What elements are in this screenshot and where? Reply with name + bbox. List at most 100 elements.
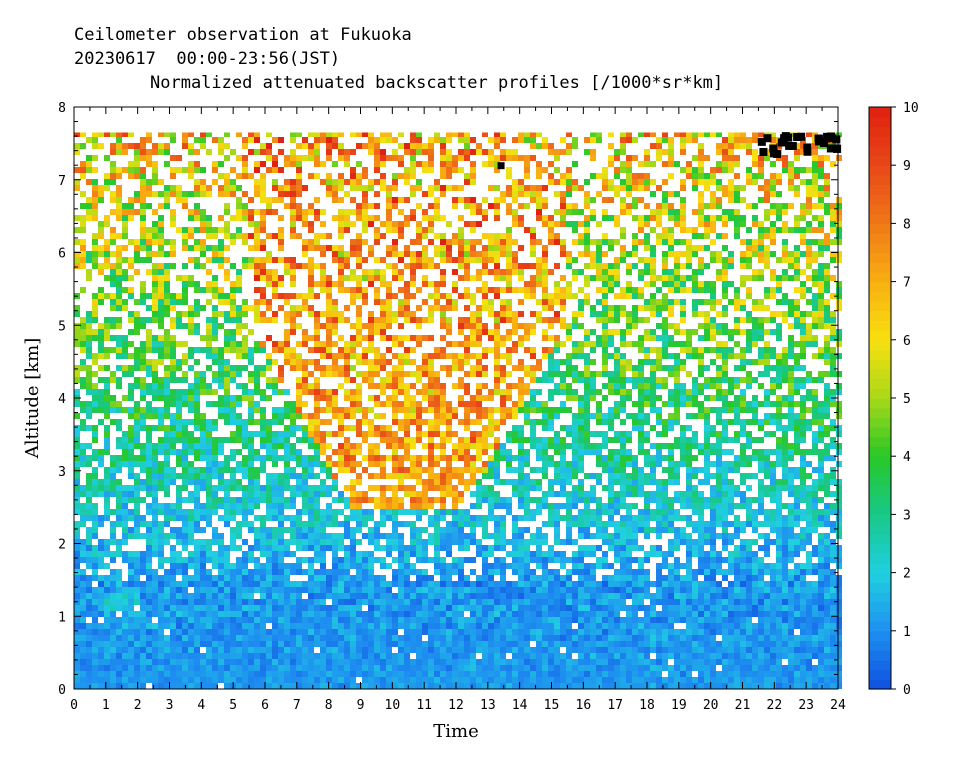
heatmap-cell [392, 317, 398, 323]
heatmap-cell [164, 491, 170, 497]
heatmap-cell [470, 617, 476, 623]
heatmap-cell [278, 503, 284, 509]
heatmap-cell [296, 389, 302, 395]
heatmap-cell [98, 407, 104, 413]
heatmap-cell [182, 203, 188, 209]
heatmap-cell [404, 671, 410, 677]
heatmap-cell [380, 575, 386, 581]
heatmap-cell [404, 629, 410, 635]
heatmap-cell [122, 629, 128, 635]
heatmap-cell [182, 437, 188, 443]
heatmap-cell [278, 197, 284, 203]
heatmap-cell [344, 611, 350, 617]
heatmap-cell [500, 635, 506, 641]
heatmap-cell [386, 443, 392, 449]
heatmap-cell [434, 203, 440, 209]
heatmap-cell [386, 395, 392, 401]
heatmap-cell [158, 275, 164, 281]
heatmap-cell [416, 515, 422, 521]
heatmap-cell [422, 149, 428, 155]
heatmap-cell [206, 132, 212, 137]
heatmap-cell [146, 545, 152, 551]
heatmap-cell [128, 509, 134, 515]
heatmap-cell [110, 323, 116, 329]
heatmap-cell [446, 635, 452, 641]
heatmap-cell [230, 287, 236, 293]
heatmap-cell [404, 611, 410, 617]
heatmap-cell [278, 281, 284, 287]
heatmap-cell [182, 539, 188, 545]
heatmap-cell [308, 509, 314, 515]
heatmap-cell [320, 671, 326, 677]
heatmap-cell [350, 497, 356, 503]
heatmap-cell [104, 509, 110, 515]
heatmap-cell [506, 587, 512, 593]
heatmap-cell [182, 497, 188, 503]
heatmap-cell [170, 671, 176, 677]
heatmap-cell [416, 305, 422, 311]
heatmap-cell [92, 132, 98, 137]
heatmap-cell [176, 461, 182, 467]
heatmap-cell [236, 629, 242, 635]
heatmap-cell [410, 665, 416, 671]
heatmap-cell [404, 431, 410, 437]
heatmap-cell [284, 515, 290, 521]
heatmap-cell [344, 563, 350, 569]
heatmap-cell [386, 509, 392, 515]
heatmap-cell [344, 155, 350, 161]
heatmap-cell [164, 587, 170, 593]
heatmap-cell [290, 605, 296, 611]
heatmap-cell [332, 581, 338, 587]
heatmap-cell [404, 335, 410, 341]
heatmap-cell [302, 377, 308, 383]
heatmap-cell [182, 281, 188, 287]
heatmap-cell [272, 593, 278, 599]
heatmap-cell [140, 659, 146, 665]
heatmap-cell [134, 659, 140, 665]
heatmap-cell [116, 617, 122, 623]
heatmap-cell [506, 503, 512, 509]
heatmap-cell [284, 545, 290, 551]
heatmap-cell [428, 215, 434, 221]
heatmap-cell [152, 389, 158, 395]
heatmap-cell [380, 461, 386, 467]
heatmap-cell [494, 353, 500, 359]
heatmap-cell [266, 437, 272, 443]
heatmap-cell [428, 353, 434, 359]
heatmap-cell [74, 509, 80, 515]
heatmap-cell [122, 287, 128, 293]
heatmap-cell [122, 533, 128, 539]
heatmap-cell [266, 641, 272, 647]
heatmap-cell [296, 233, 302, 239]
heatmap-cell [458, 557, 464, 563]
heatmap-cell [152, 473, 158, 479]
heatmap-cell [332, 143, 338, 149]
heatmap-cell [146, 437, 152, 443]
heatmap-cell [236, 611, 242, 617]
heatmap-cell [272, 497, 278, 503]
heatmap-cell [458, 395, 464, 401]
heatmap-cell [140, 569, 146, 575]
heatmap-cell [434, 389, 440, 395]
heatmap-cell [488, 569, 494, 575]
heatmap-cell [200, 383, 206, 389]
heatmap-cell [416, 143, 422, 149]
heatmap-cell [410, 257, 416, 263]
heatmap-cell [170, 563, 176, 569]
heatmap-cell [284, 203, 290, 209]
heatmap-cell [80, 335, 86, 341]
heatmap-cell [98, 335, 104, 341]
heatmap-cell [386, 335, 392, 341]
heatmap-cell [266, 611, 272, 617]
heatmap-cell [254, 263, 260, 269]
heatmap-cell [122, 221, 128, 227]
heatmap-cell [176, 503, 182, 509]
heatmap-cell [452, 611, 458, 617]
heatmap-cell [308, 371, 314, 377]
heatmap-cell [392, 581, 398, 587]
heatmap-cell [344, 629, 350, 635]
heatmap-cell [212, 671, 218, 677]
heatmap-cell [116, 149, 122, 155]
heatmap-cell [308, 677, 314, 683]
heatmap-cell [374, 395, 380, 401]
